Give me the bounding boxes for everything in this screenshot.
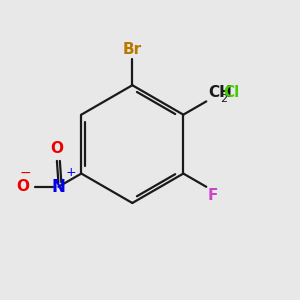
Text: CH: CH [208,85,232,100]
Text: +: + [66,167,76,179]
Text: F: F [208,188,218,203]
Text: −: − [20,165,32,179]
Text: Br: Br [123,42,142,57]
Text: 2: 2 [220,94,227,104]
Text: N: N [51,178,65,196]
Text: Cl: Cl [224,85,240,100]
Text: O: O [16,179,29,194]
Text: O: O [50,142,63,157]
